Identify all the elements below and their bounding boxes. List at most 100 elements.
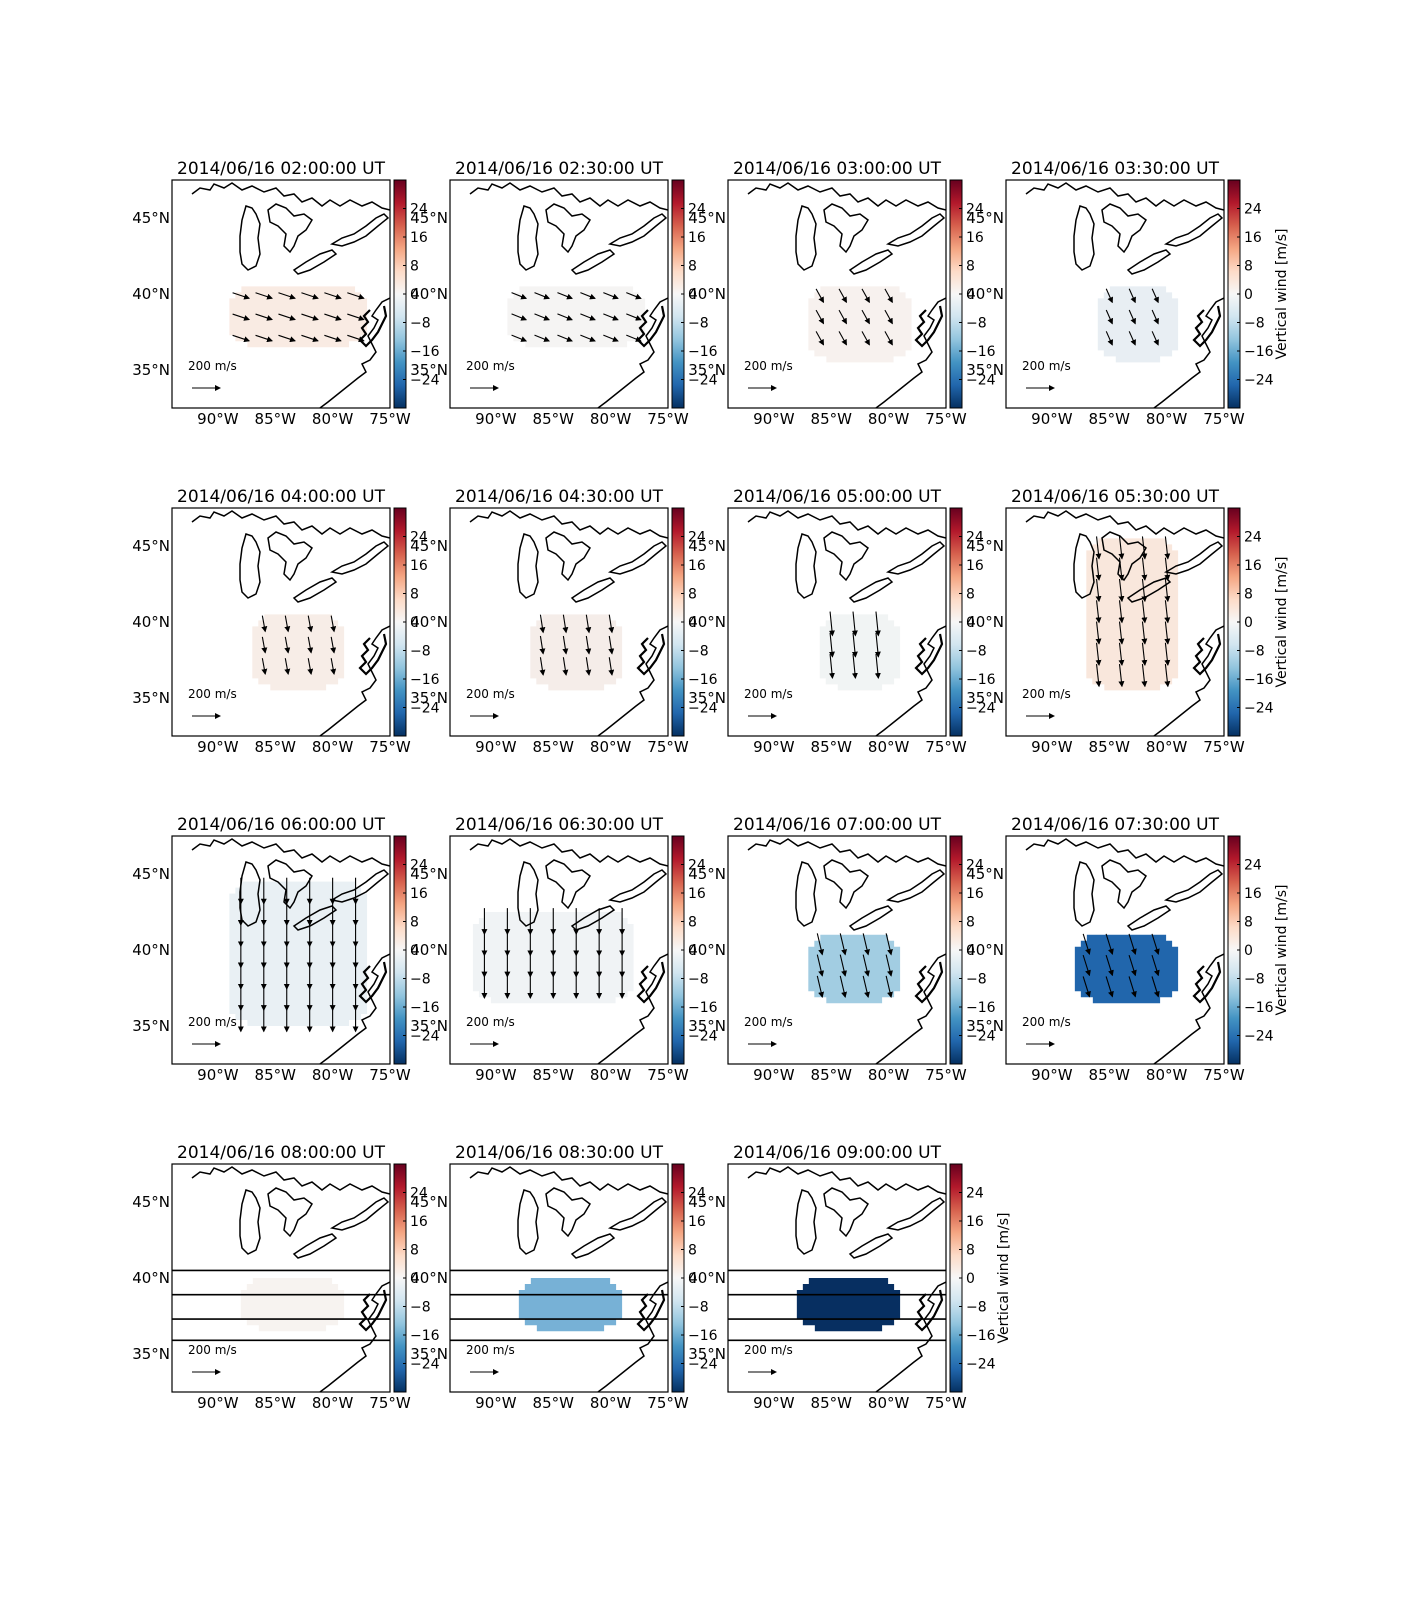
map-frame	[449, 179, 669, 409]
wind-vector	[539, 614, 546, 634]
longitude-tick-label: 80°W	[312, 1066, 354, 1084]
vertical-wind-region	[808, 286, 912, 363]
longitude-tick-label: 75°W	[1203, 1066, 1245, 1084]
latitude-tick-label: 40°N	[410, 941, 448, 959]
wind-vector	[347, 292, 365, 300]
colorbar-tick-label: −8	[966, 972, 987, 988]
vertical-wind-region	[1074, 934, 1179, 1004]
scale-label: 200 m/s	[744, 1343, 793, 1357]
wind-vector	[874, 611, 881, 637]
colorbar-tick-label: 8	[688, 1243, 697, 1259]
longitude-tick-label: 75°W	[369, 410, 411, 428]
colorbar-tick-label: 16	[688, 886, 706, 902]
latitude-tick-label: 40°N	[688, 1269, 726, 1287]
longitude-tick-label: 90°W	[197, 410, 239, 428]
wind-vector	[828, 611, 835, 637]
colorbar-tick-label: 0	[688, 615, 697, 631]
wind-vector	[1095, 536, 1102, 560]
wind-vector	[626, 313, 642, 321]
colorbar-tick-label: 8	[688, 915, 697, 931]
wind-vector	[330, 658, 337, 675]
wind-vector	[1164, 557, 1171, 581]
colorbar-tick-label: 16	[966, 1214, 984, 1230]
map-frame	[727, 507, 947, 737]
map-area	[468, 181, 668, 408]
longitude-tick-label: 90°W	[197, 738, 239, 756]
wind-vector	[603, 334, 619, 342]
longitude-tick-label: 90°W	[1031, 1066, 1073, 1084]
vertical-wind-region	[530, 614, 623, 691]
scale-label: 200 m/s	[1022, 359, 1071, 373]
colorbar-tick-label: 24	[688, 530, 706, 546]
longitude-tick-label: 90°W	[753, 738, 795, 756]
colorbar-tick-label: −24	[688, 701, 718, 717]
latitude-tick-label: 35°N	[966, 1017, 1004, 1035]
latitude-tick-label: 35°N	[688, 361, 726, 379]
longitude-tick-label: 80°W	[868, 1066, 910, 1084]
longitude-tick-label: 90°W	[197, 1394, 239, 1412]
colorbar-tick-label: 0	[966, 615, 975, 631]
latitude-tick-label: 45°N	[966, 537, 1004, 555]
wind-vector	[1105, 309, 1113, 325]
longitude-tick-label: 85°W	[533, 738, 575, 756]
longitude-tick-label: 75°W	[925, 410, 967, 428]
colorbar-tick-label: 24	[966, 1186, 984, 1202]
map-frame	[1005, 507, 1225, 737]
colorbar-tick-label: 8	[966, 259, 975, 275]
colorbar-tick-label: 8	[688, 259, 697, 275]
longitude-tick-label: 85°W	[533, 1066, 575, 1084]
map-panel: 2014/06/16 05:30:00 UT 200 m/s 90°W 85°W 80°…	[966, 487, 1290, 756]
wind-vector	[284, 658, 291, 675]
colorbar-tick-label: −24	[966, 1029, 996, 1045]
colorbar-tick-label: 24	[966, 202, 984, 218]
wind-vector	[1082, 933, 1091, 955]
latitude-tick-label: 40°N	[966, 285, 1004, 303]
colorbar-tick-label: −8	[688, 644, 709, 660]
scale-label: 200 m/s	[188, 1015, 237, 1029]
latitude-tick-label: 45°N	[410, 537, 448, 555]
wind-vector	[815, 309, 824, 325]
latitude-tick-label: 40°N	[132, 613, 170, 631]
longitude-tick-label: 85°W	[1089, 738, 1131, 756]
wind-vector	[534, 292, 551, 300]
map-area	[190, 837, 390, 1064]
wind-vector	[1105, 976, 1114, 998]
wind-vector	[557, 334, 573, 342]
colorbar-tick-label: 0	[966, 287, 975, 303]
longitude-tick-label: 90°W	[1031, 410, 1073, 428]
longitude-tick-label: 80°W	[312, 410, 354, 428]
wind-vector	[1164, 578, 1171, 603]
wind-vector	[330, 636, 337, 654]
wind-vector	[1105, 288, 1113, 304]
longitude-tick-label: 85°W	[255, 738, 297, 756]
colorbar-tick-label: −16	[966, 344, 996, 360]
longitude-tick-label: 90°W	[1031, 738, 1073, 756]
wind-vector	[580, 313, 596, 321]
panel-title: 2014/06/16 05:00:00 UT	[733, 487, 942, 507]
map-area	[1024, 181, 1224, 408]
wind-vector	[1118, 578, 1125, 603]
latitude-tick-label: 45°N	[410, 865, 448, 883]
colorbar-tick-label: 24	[966, 858, 984, 874]
latitude-tick-label: 40°N	[966, 613, 1004, 631]
wind-vector	[278, 334, 296, 343]
vertical-wind-region	[229, 881, 368, 1026]
colorbar-tick-label: −24	[410, 1357, 440, 1373]
wind-vector	[534, 334, 551, 342]
longitude-tick-label: 90°W	[753, 410, 795, 428]
wind-vector	[816, 933, 825, 956]
longitude-tick-label: 75°W	[369, 738, 411, 756]
wind-vector	[255, 292, 273, 300]
panel-title: 2014/06/16 04:00:00 UT	[177, 487, 386, 507]
wind-vector	[851, 654, 858, 680]
wind-vector	[307, 636, 314, 654]
wind-vector	[1151, 954, 1160, 977]
scale-label: 200 m/s	[188, 687, 237, 701]
latitude-tick-label: 40°N	[410, 285, 448, 303]
colorbar-tick-label: −16	[410, 344, 440, 360]
panel-title: 2014/06/16 09:00:00 UT	[733, 1143, 942, 1163]
longitude-tick-label: 90°W	[475, 410, 517, 428]
wind-vector	[1141, 557, 1148, 581]
longitude-tick-label: 85°W	[1089, 1066, 1131, 1084]
colorbar-tick-label: 16	[410, 1214, 428, 1230]
